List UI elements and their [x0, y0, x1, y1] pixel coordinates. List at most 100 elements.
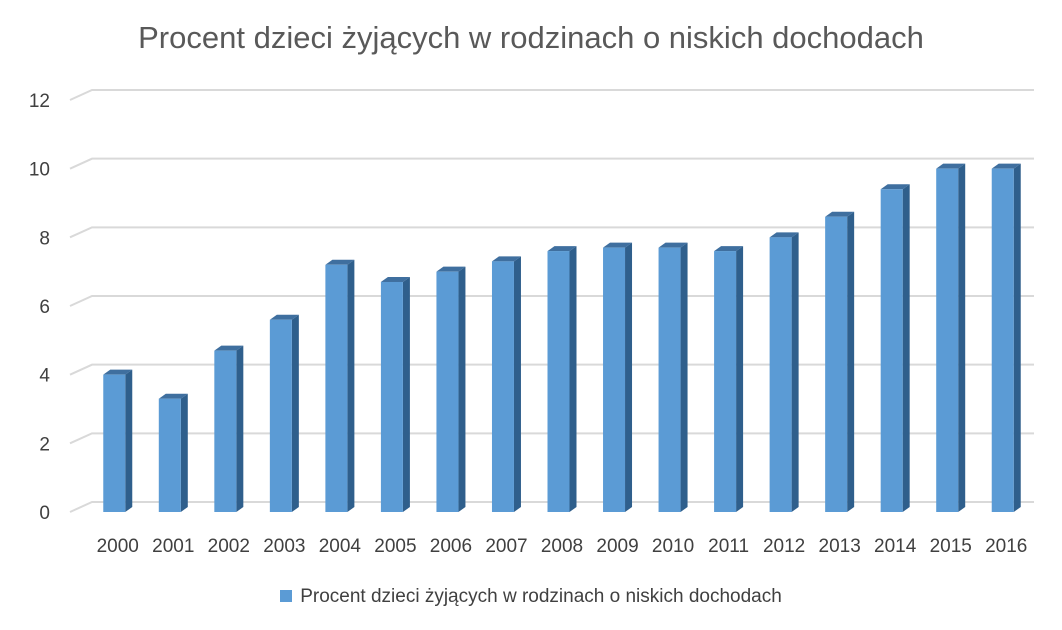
- x-tick-label: 2013: [819, 536, 861, 557]
- bar-top: [825, 211, 855, 217]
- bar-front: [991, 168, 1014, 512]
- bar-top: [658, 242, 688, 248]
- bar-top: [380, 276, 410, 282]
- bar: [603, 242, 633, 512]
- bar-top: [103, 369, 133, 375]
- x-tick-label: 2007: [485, 536, 527, 557]
- bar: [991, 163, 1021, 512]
- y-tick-label: 8: [39, 228, 50, 249]
- x-tick-label: 2000: [97, 536, 139, 557]
- bar-top: [269, 314, 299, 320]
- x-tick-label: 2005: [374, 536, 416, 557]
- x-tick-label: 2008: [541, 536, 583, 557]
- bar-side: [347, 259, 355, 512]
- bar-front: [436, 271, 459, 512]
- bar-front: [491, 261, 514, 512]
- x-tick-label: 2004: [319, 536, 362, 557]
- bar: [880, 184, 910, 512]
- legend: Procent dzieci żyjących w rodzinach o ni…: [0, 586, 1062, 608]
- bar-top: [603, 242, 633, 248]
- bar-side: [625, 242, 633, 512]
- bar-top: [491, 256, 521, 262]
- x-tick-label: 2001: [152, 536, 194, 557]
- bar-side: [402, 276, 410, 512]
- bar-side: [847, 211, 855, 512]
- bar-top: [769, 232, 799, 238]
- legend-swatch: [280, 590, 293, 602]
- y-axis-ticks: 0 2 4 6 8 10 12: [29, 91, 51, 524]
- x-axis-ticks: 2000 2001 2002 2003 2004 2005 2006 2007 2008 2009…: [97, 536, 1028, 557]
- bar-top: [325, 259, 355, 265]
- bar-top: [936, 163, 966, 169]
- x-tick-label: 2002: [208, 536, 250, 557]
- x-tick-label: 2011: [708, 536, 749, 557]
- bar-front: [769, 237, 792, 513]
- bar: [103, 369, 133, 512]
- bar-side: [513, 256, 521, 512]
- x-tick-label: 2016: [985, 536, 1027, 557]
- gridline: [69, 226, 1034, 239]
- gridlines: [69, 89, 1034, 513]
- bar-top: [436, 266, 466, 272]
- bars: [103, 163, 1021, 513]
- legend-label: Procent dzieci żyjących w rodzinach o ni…: [300, 586, 782, 607]
- y-tick-label: 10: [29, 160, 50, 181]
- y-tick-label: 4: [39, 366, 50, 387]
- bar-front: [547, 251, 570, 513]
- bar-side: [125, 369, 133, 512]
- bar: [491, 256, 521, 512]
- chart-title: Procent dzieci żyjących w rodzinach o ni…: [138, 20, 924, 55]
- bar: [214, 345, 244, 512]
- bar-front: [825, 216, 848, 512]
- bar: [158, 393, 188, 512]
- bar-front: [214, 350, 237, 512]
- y-tick-label: 12: [29, 91, 50, 112]
- bar-top: [880, 184, 910, 190]
- bar-top: [991, 163, 1021, 169]
- bar-side: [291, 314, 299, 512]
- bar: [325, 259, 355, 512]
- y-tick-label: 2: [39, 434, 50, 455]
- bar-front: [714, 251, 737, 513]
- bar-side: [958, 163, 966, 512]
- gridline: [69, 89, 1034, 101]
- bar: [936, 163, 966, 512]
- bar-side: [180, 393, 188, 512]
- bar: [714, 246, 744, 513]
- x-tick-label: 2003: [263, 536, 305, 557]
- bar-front: [936, 168, 959, 512]
- bar: [658, 242, 688, 512]
- y-tick-label: 0: [39, 503, 50, 524]
- bar-top: [158, 393, 188, 399]
- x-tick-label: 2015: [930, 536, 972, 557]
- x-tick-label: 2014: [874, 536, 917, 557]
- bar-side: [458, 266, 466, 512]
- bar-front: [658, 247, 681, 512]
- bar: [436, 266, 466, 512]
- bar-top: [214, 345, 244, 351]
- bar-front: [103, 374, 126, 512]
- gridline: [69, 157, 1034, 170]
- x-tick-label: 2012: [763, 536, 805, 557]
- bar-side: [736, 246, 744, 513]
- bar-front: [269, 319, 292, 512]
- bar-side: [1013, 163, 1021, 512]
- x-tick-label: 2009: [596, 536, 638, 557]
- bar: [825, 211, 855, 512]
- bar: [269, 314, 299, 512]
- bar-side: [569, 246, 577, 513]
- bar-front: [380, 281, 403, 512]
- bar-top: [714, 246, 744, 252]
- y-tick-label: 6: [39, 297, 50, 318]
- bar-top: [547, 246, 577, 252]
- bar-front: [325, 264, 348, 512]
- bar: [547, 246, 577, 513]
- bar-side: [902, 184, 910, 512]
- bar: [769, 232, 799, 513]
- bar: [380, 276, 410, 512]
- bar-front: [158, 398, 181, 512]
- bar-side: [680, 242, 688, 512]
- bar-side: [236, 345, 244, 512]
- x-tick-label: 2006: [430, 536, 472, 557]
